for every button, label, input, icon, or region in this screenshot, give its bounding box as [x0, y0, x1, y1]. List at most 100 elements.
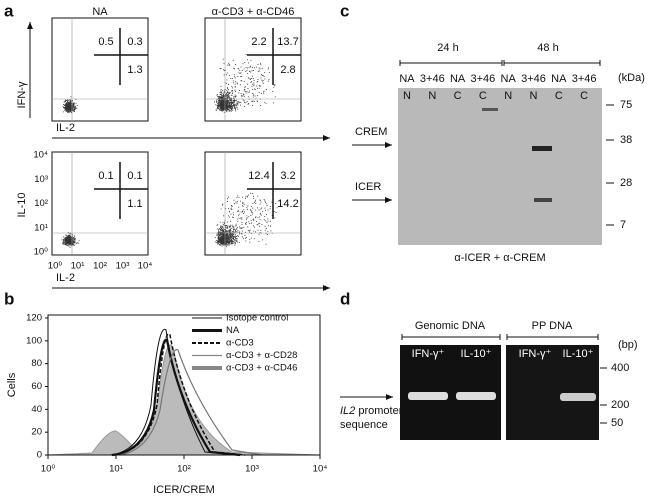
dot [230, 106, 232, 108]
dot [220, 230, 222, 231]
dot [69, 240, 71, 242]
dot [221, 100, 223, 102]
dot [238, 196, 240, 198]
timepoint: 24 h [437, 42, 458, 54]
dot [67, 239, 68, 241]
dot [225, 225, 226, 227]
dot [227, 235, 229, 237]
band-label: CREM [355, 126, 387, 138]
group: Genomic DNA [415, 320, 486, 332]
dot [74, 241, 76, 243]
dot [253, 82, 255, 84]
dot [68, 244, 69, 246]
dot [66, 245, 68, 246]
dot [65, 244, 67, 246]
dot [67, 239, 69, 241]
dot [227, 215, 229, 217]
dot [230, 108, 232, 109]
dot [75, 99, 77, 100]
dot [250, 237, 252, 239]
dot [237, 101, 239, 103]
dot [259, 85, 261, 86]
dot [74, 238, 76, 240]
dot [257, 217, 259, 219]
dot [245, 91, 246, 93]
dot [251, 211, 252, 213]
dot [237, 230, 239, 232]
dot [246, 195, 248, 197]
dot [225, 231, 226, 233]
dot [221, 236, 223, 238]
dot [223, 69, 224, 71]
dot [226, 245, 228, 246]
dot [66, 242, 68, 243]
dot [223, 230, 224, 232]
quadrant-value: 1.3 [127, 64, 142, 76]
dot [67, 109, 69, 111]
dot [250, 215, 252, 216]
dot [240, 93, 242, 94]
dot [67, 111, 68, 113]
quadrant-value: 2.2 [251, 36, 266, 48]
dot [62, 105, 64, 107]
dot [227, 227, 229, 229]
dot [267, 230, 269, 232]
dot [229, 224, 231, 226]
dot [221, 99, 223, 100]
dot [234, 242, 236, 244]
dot [244, 62, 246, 63]
dot [71, 241, 72, 243]
dot [260, 62, 261, 64]
dot [227, 87, 228, 89]
dot [65, 241, 67, 243]
dot [64, 99, 66, 101]
dot [67, 112, 69, 113]
y-tick-label: 60 [31, 381, 42, 392]
dot [230, 242, 232, 244]
dot [66, 240, 68, 242]
dot [234, 237, 236, 238]
y-tick-label: 0 [37, 450, 42, 461]
dot [68, 110, 69, 112]
dot [67, 238, 69, 240]
dot [243, 203, 245, 205]
dot [226, 79, 228, 81]
dot [228, 107, 229, 109]
dot [217, 240, 219, 241]
dot [221, 105, 223, 106]
dot [253, 70, 254, 71]
dot [238, 72, 240, 74]
dot [69, 110, 71, 112]
legend-label: α-CD3 + α-CD28 [226, 350, 297, 361]
dot [222, 99, 224, 101]
dot [229, 226, 230, 228]
marker-label: 400 [611, 362, 629, 374]
dot [231, 94, 233, 96]
dot [226, 221, 228, 223]
dot [239, 233, 240, 235]
dot [73, 106, 75, 108]
dot [263, 199, 265, 200]
dot [220, 238, 222, 240]
dot [264, 229, 266, 231]
dot [265, 201, 266, 203]
dot [232, 217, 234, 218]
dot [219, 229, 221, 230]
marker-label: 50 [611, 417, 623, 429]
dot [238, 68, 240, 70]
dot-plot: 12.4 3.2 14.2 [204, 151, 302, 256]
dot [69, 105, 71, 107]
dot [214, 101, 215, 103]
dot [72, 243, 74, 245]
dot [68, 106, 70, 108]
dot [231, 106, 233, 108]
dot [239, 226, 240, 228]
dot [65, 241, 67, 242]
dot [66, 105, 68, 106]
dot [223, 62, 225, 64]
lane-label: 3+46 [521, 73, 546, 85]
dot [260, 105, 262, 106]
dot [73, 237, 75, 239]
dot [217, 106, 219, 108]
dot [230, 240, 232, 242]
